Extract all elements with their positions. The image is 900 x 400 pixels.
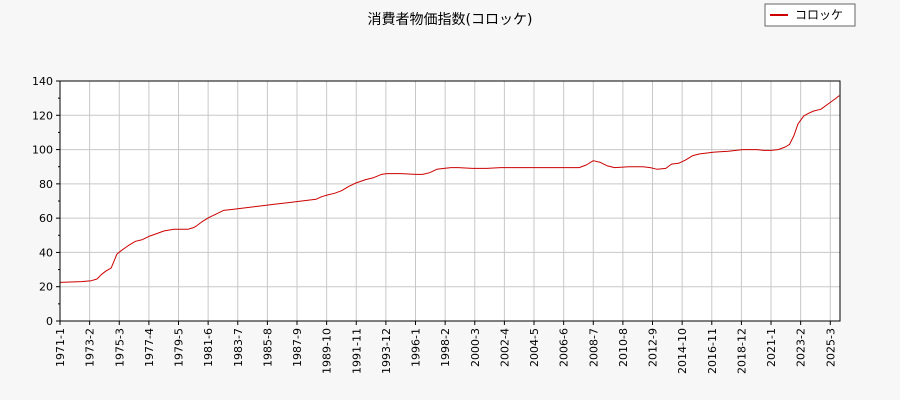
y-tick-label: 60 — [39, 212, 53, 225]
x-tick-label: 2008-7 — [587, 328, 600, 367]
x-tick-label: 2025-3 — [824, 328, 837, 367]
x-tick-label: 2010-8 — [617, 328, 630, 367]
x-tick-label: 1991-11 — [350, 328, 363, 374]
x-tick-label: 2021-1 — [765, 328, 778, 367]
x-tick-label: 2016-11 — [706, 328, 719, 374]
x-tick-label: 1971-1 — [54, 328, 67, 367]
x-axis: 1971-1 1973-2 1975-3 1977-4 1979-5 1981-6 1983… — [54, 321, 837, 374]
x-tick-label: 1998-2 — [439, 328, 452, 367]
x-tick-label: 1977-4 — [143, 328, 156, 367]
y-tick-label: 0 — [46, 315, 53, 328]
x-tick-label: 2004-5 — [528, 328, 541, 367]
y-tick-label: 140 — [32, 75, 53, 88]
x-tick-label: 1987-9 — [291, 328, 304, 367]
y-tick-label: 100 — [32, 144, 53, 157]
x-tick-label: 1993-12 — [380, 328, 393, 374]
x-tick-label: 2012-9 — [647, 328, 660, 367]
y-tick-label: 20 — [39, 281, 53, 294]
y-tick-label: 40 — [39, 246, 53, 259]
x-tick-label: 1979-5 — [173, 328, 186, 367]
x-tick-label: 1983-7 — [232, 328, 245, 367]
x-tick-label: 2006-6 — [558, 328, 571, 367]
series-layer — [59, 95, 840, 283]
y-axis: 0 20 40 60 80 100 120 140 — [32, 75, 60, 328]
x-tick-label: 1989-10 — [321, 328, 334, 374]
y-tick-label: 120 — [32, 109, 53, 122]
y-tick-label: 80 — [39, 178, 53, 191]
x-tick-label: 1985-8 — [261, 328, 274, 367]
x-tick-label: 2002-4 — [498, 328, 511, 367]
chart-title: 消費者物価指数(コロッケ) — [368, 12, 533, 28]
x-tick-label: 2000-3 — [469, 328, 482, 367]
x-tick-label: 1973-2 — [84, 328, 97, 367]
series-line — [59, 95, 840, 283]
grid — [59, 80, 840, 322]
x-tick-label: 2023-2 — [795, 328, 808, 367]
x-tick-label: 1975-3 — [113, 328, 126, 367]
legend-label: コロッケ — [795, 8, 843, 22]
x-tick-label: 2018-12 — [735, 328, 748, 374]
x-tick-label: 2014-10 — [676, 328, 689, 374]
legend: コロッケ — [764, 3, 856, 27]
plot-area — [60, 81, 840, 321]
legend-box — [764, 3, 856, 27]
x-tick-label: 1981-6 — [202, 328, 215, 367]
x-tick-label: 1996-1 — [410, 328, 423, 367]
